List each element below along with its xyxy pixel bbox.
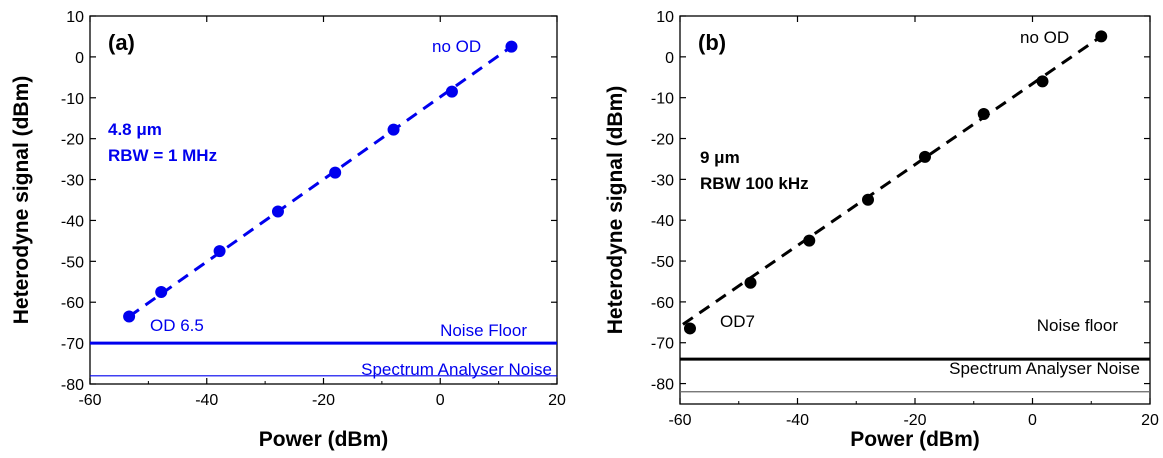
annotation-bottom: OD 6.5: [150, 316, 204, 335]
x-axis-label: Power (dBm): [850, 428, 980, 451]
y-tick-label: 0: [665, 50, 674, 67]
y-tick-label: 0: [75, 50, 84, 67]
x-tick-label: -60: [78, 392, 101, 409]
data-point: [744, 276, 757, 289]
annotation-rbw: RBW = 1 MHz: [108, 146, 217, 165]
x-tick-label: 20: [548, 392, 566, 409]
x-tick-label: 0: [1028, 412, 1037, 429]
hline-label: Noise floor: [1037, 316, 1119, 335]
x-axis-label: Power (dBm): [259, 428, 389, 451]
y-tick-label: -40: [651, 213, 674, 230]
data-point: [505, 40, 518, 53]
y-tick-label: -40: [61, 213, 84, 230]
panel-label: (b): [698, 30, 726, 55]
x-tick-label: -20: [312, 392, 335, 409]
data-point: [918, 150, 931, 163]
data-point: [803, 234, 816, 247]
data-point: [862, 193, 874, 206]
data-point: [1095, 30, 1108, 43]
x-tick-label: -20: [903, 412, 926, 429]
data-point: [977, 108, 990, 121]
y-axis-label: Heterodyne signal (dBm): [604, 86, 627, 335]
annotation-top: no OD: [432, 37, 481, 56]
x-tick-label: -60: [668, 412, 691, 429]
y-tick-label: -10: [651, 91, 674, 108]
panel-b: -60 -40 -20 0 20 10 0 -10 -20 -30 -40 -50 -60 -70 -80 N…: [604, 9, 1159, 451]
x-tick-label: 20: [1141, 412, 1159, 429]
x-tick-label: 0: [436, 392, 445, 409]
y-tick-label: -50: [61, 254, 84, 271]
fit-line: [682, 35, 1103, 326]
hline-label: Spectrum Analyser Noise: [361, 360, 552, 379]
data-point: [155, 286, 168, 298]
y-tick-label: -50: [651, 254, 674, 271]
y-tick-label: 10: [656, 9, 674, 26]
annotation-rbw: RBW 100 kHz: [700, 174, 809, 193]
data-point: [1036, 75, 1049, 88]
y-axis-label: Heterodyne signal (dBm): [10, 76, 33, 325]
panel-label: (a): [108, 30, 135, 55]
annotation-bottom: OD7: [720, 312, 755, 331]
data-point: [683, 322, 696, 335]
data-point: [213, 245, 226, 258]
y-tick-label: -70: [61, 336, 84, 353]
y-tick-label: -20: [651, 132, 674, 149]
y-tick-label: -60: [651, 295, 674, 312]
data-point: [123, 310, 136, 323]
y-tick-label: -60: [61, 295, 84, 312]
annotation-wavelength: 9 μm: [700, 148, 740, 167]
data-point: [445, 85, 458, 98]
x-tick-label: -40: [786, 412, 809, 429]
y-tick-label: -20: [61, 132, 84, 149]
y-tick-label: -30: [651, 172, 674, 189]
y-tick-label: -10: [61, 91, 84, 108]
x-tick-label: -40: [195, 392, 218, 409]
annotation-wavelength: 4.8 μm: [108, 120, 162, 139]
y-tick-label: -80: [651, 377, 674, 394]
plot-frame: [679, 15, 1151, 405]
annotation-top: no OD: [1020, 28, 1069, 47]
y-tick-label: 10: [66, 9, 84, 26]
panel-a: -60 -40 -20 0 20 10 0 -10 -20 -30 -40 -50 -60 -70 -80 N…: [10, 9, 566, 451]
y-tick-label: -80: [61, 377, 84, 394]
y-tick-label: -30: [61, 173, 84, 190]
y-tick-label: -70: [651, 336, 674, 353]
data-point: [271, 205, 284, 218]
hline-label: Noise Floor: [440, 321, 527, 340]
data-point: [387, 123, 400, 136]
data-point: [329, 166, 342, 179]
hline-label: Spectrum Analyser Noise: [949, 359, 1140, 378]
